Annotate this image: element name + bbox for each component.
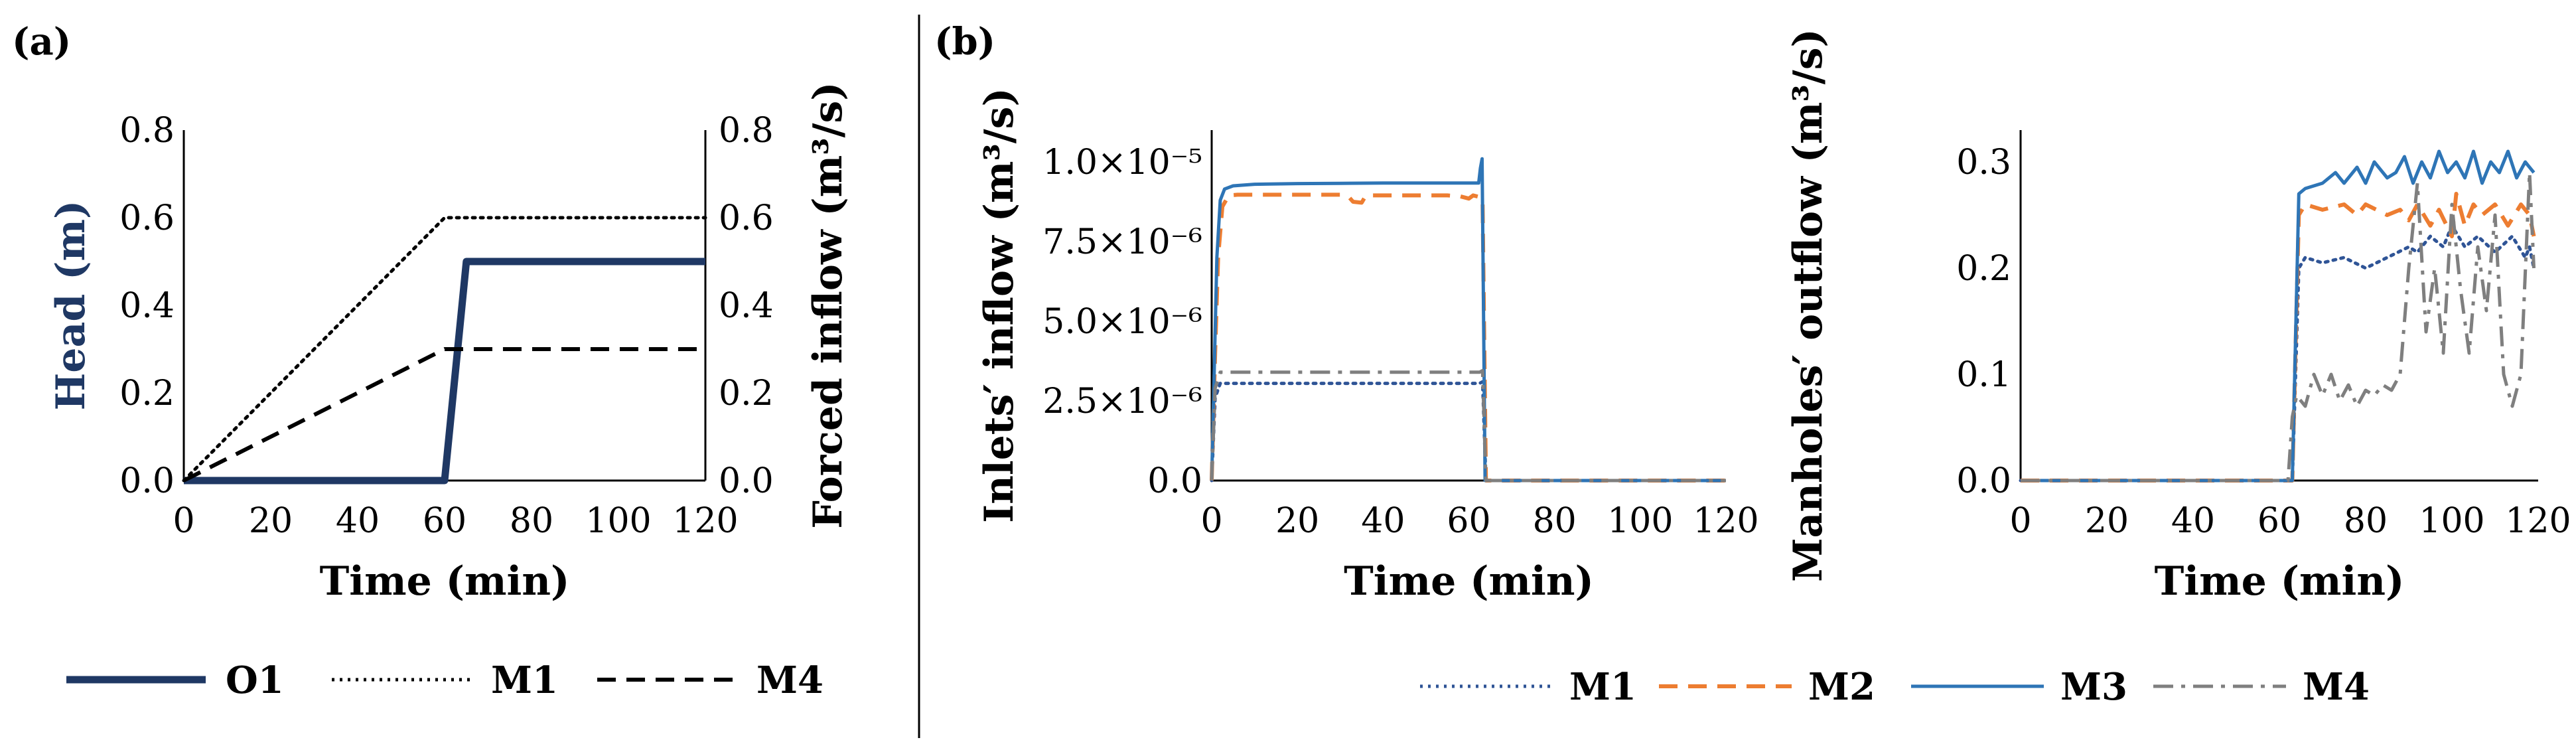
series-line-m1 — [182, 216, 707, 483]
y-tick-label: 1.0×10⁻⁵ — [1042, 143, 1202, 183]
series-line-m2 — [1210, 192, 1726, 483]
x-tick-label: 20 — [1275, 501, 1319, 541]
y-axis-label: Manholes′ outflow (m³/s) — [1785, 29, 1831, 582]
chart-b-manholes: 0 20 40 60 80 100 120 0.0 0.1 0.2 0.3 Time (min) Man… — [1785, 29, 2571, 605]
y-tick-label: 7.5×10⁻⁶ — [1042, 222, 1202, 262]
series-line-m3 — [2021, 149, 2536, 483]
y-tick-label: 0.0 — [1956, 461, 2011, 501]
legend-b: M1 M2 M3 M4 — [1420, 665, 2370, 709]
y2-tick-label: 0.0 — [719, 461, 774, 501]
panel-label-b: (b) — [934, 20, 995, 64]
y-tick-label: 0.6 — [119, 198, 175, 238]
x-tick-label: 0 — [2009, 501, 2031, 541]
series-line-m2 — [2021, 192, 2536, 483]
y2-tick-label: 0.2 — [719, 374, 774, 414]
x-tick-label: 20 — [249, 501, 293, 541]
x-tick-label: 40 — [336, 501, 380, 541]
chart-a: 0 20 40 60 80 100 1200.00.20.40.60.80.00.20.40… — [48, 82, 851, 605]
x-tick-label: 40 — [1361, 501, 1405, 541]
x-tick-label: 60 — [1447, 501, 1490, 541]
y-tick-label: 2.5×10⁻⁶ — [1042, 382, 1202, 421]
legend-label-m4: M4 — [2303, 665, 2370, 709]
x-tick-label: 120 — [672, 501, 738, 541]
legend-label-m2: M2 — [1808, 665, 1875, 709]
y-axis-label: Head (m) — [48, 200, 94, 411]
x-tick-label: 40 — [2171, 501, 2215, 541]
series-line-m1 — [2019, 224, 2536, 483]
y-tick-label: 0.2 — [1956, 249, 2011, 289]
x-axis-label: Time (min) — [320, 558, 570, 605]
legend-label-m1: M1 — [491, 658, 558, 702]
y-tick-label: 5.0×10⁻⁶ — [1042, 302, 1202, 342]
y-tick-label: 0.4 — [119, 286, 175, 326]
x-tick-label: 80 — [1533, 501, 1577, 541]
x-tick-label: 0 — [173, 501, 194, 541]
legend-label-m4: M4 — [756, 658, 823, 702]
panel-label-a: (a) — [12, 20, 71, 64]
legend-label-o1: O1 — [226, 658, 284, 702]
x-tick-label: 60 — [423, 501, 466, 541]
x-axis-label: Time (min) — [1344, 558, 1594, 605]
legend-label-m1: M1 — [1569, 665, 1636, 709]
chart-b-inlets: 0 20 40 60 80 100 120 0.0 2.5×10⁻⁶ 5.0×10⁻⁶ 7.5×10… — [976, 88, 1759, 605]
x-tick-label: 100 — [2419, 501, 2484, 541]
y-tick-label: 0.8 — [119, 111, 175, 151]
x-axis-label: Time (min) — [2155, 558, 2405, 605]
x-tick-label: 120 — [1693, 501, 1758, 541]
legend-a: O1 M1 M4 — [66, 658, 823, 702]
x-tick-label: 0 — [1200, 501, 1222, 541]
y2-tick-label: 0.4 — [719, 286, 774, 326]
y-tick-label: 0.2 — [119, 374, 175, 414]
series-line-m4 — [2021, 171, 2536, 483]
y2-axis-label: Forced inflow (m³/s) — [805, 82, 851, 528]
y2-tick-label: 0.6 — [719, 198, 774, 238]
legend-label-m3: M3 — [2060, 665, 2127, 709]
series-line-o1 — [184, 258, 705, 485]
x-tick-label: 60 — [2257, 501, 2301, 541]
x-tick-label: 80 — [510, 501, 553, 541]
y-tick-label: 0.0 — [1147, 461, 1202, 501]
x-tick-label: 100 — [1607, 501, 1673, 541]
x-tick-label: 20 — [2085, 501, 2129, 541]
series-line-m3 — [1210, 157, 1726, 483]
x-tick-label: 120 — [2505, 501, 2571, 541]
y2-tick-label: 0.8 — [719, 111, 774, 151]
series-line-m4 — [1210, 368, 1726, 483]
y-tick-label: 0.0 — [119, 461, 175, 501]
y-tick-label: 0.1 — [1956, 355, 2011, 395]
series-line-m4 — [182, 347, 705, 483]
y-tick-label: 0.3 — [1956, 143, 2011, 183]
x-tick-label: 100 — [585, 501, 651, 541]
x-tick-label: 80 — [2344, 501, 2388, 541]
y-axis-label: Inlets′ inflow (m³/s) — [976, 88, 1023, 523]
series-line-m1 — [1210, 380, 1728, 483]
